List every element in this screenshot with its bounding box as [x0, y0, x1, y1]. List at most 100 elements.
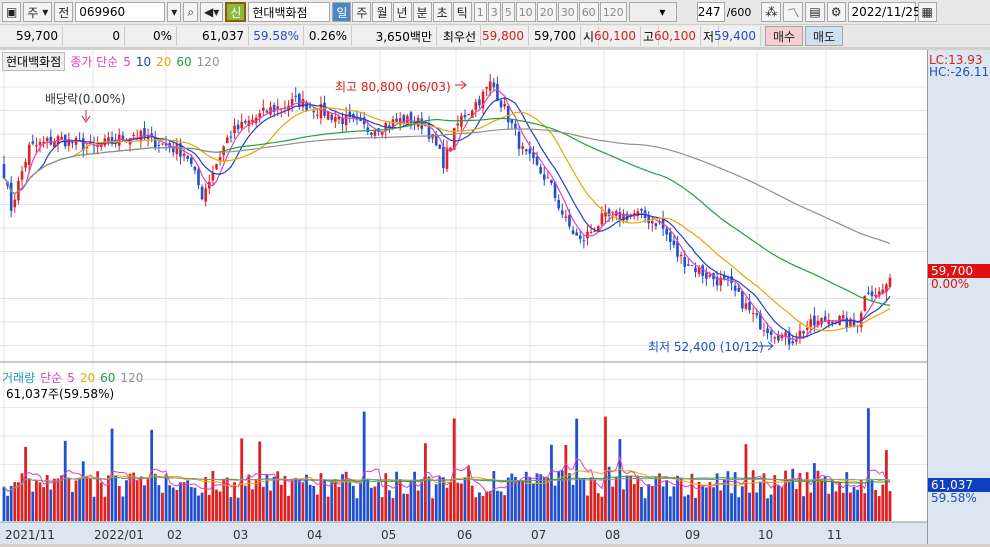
volume-bar — [791, 468, 795, 521]
candle — [748, 301, 751, 311]
candle — [488, 81, 492, 91]
tab-interval-1[interactable]: 1 — [473, 2, 487, 22]
candle — [777, 334, 780, 341]
dropdown-icon[interactable]: ▾ — [167, 2, 182, 22]
turnover: 0.26% — [304, 26, 352, 46]
x-axis-bg — [0, 522, 990, 544]
candle — [813, 315, 816, 326]
tab-interval-120[interactable]: 120 — [599, 2, 627, 22]
volume-bar — [874, 489, 877, 521]
candle — [308, 106, 312, 108]
tab-interval-20[interactable]: 20 — [536, 2, 557, 22]
count-input[interactable]: 247 — [696, 2, 725, 22]
volume-bar — [247, 474, 251, 521]
candle — [870, 291, 874, 297]
sell-button[interactable]: 매도 — [805, 26, 843, 46]
candle — [762, 330, 766, 332]
volume-bar — [622, 489, 625, 521]
volume-bar — [294, 477, 298, 521]
volume-bar — [596, 493, 600, 521]
prev-button[interactable]: 전 — [54, 2, 74, 22]
candle — [492, 82, 496, 88]
candle — [773, 337, 777, 339]
save-icon[interactable]: ▤ — [805, 2, 825, 22]
candle — [867, 292, 870, 294]
candle — [611, 212, 614, 214]
candle — [161, 143, 164, 145]
volume-bar — [553, 485, 557, 521]
tab-period-틱[interactable]: 틱 — [452, 2, 472, 22]
change: 0 — [63, 26, 125, 46]
candle — [323, 102, 326, 116]
price-title[interactable]: 현대백화점 — [2, 52, 66, 71]
candle — [665, 228, 668, 235]
tab-interval-3[interactable]: 3 — [487, 2, 501, 22]
x-axis-label: 10 — [758, 528, 773, 542]
add-indicator-icon[interactable]: ⁂ — [761, 2, 782, 22]
candle — [442, 146, 445, 169]
vma5-label: 5 — [67, 370, 75, 385]
candle — [741, 290, 744, 309]
add-line-icon[interactable]: 〽 — [783, 2, 804, 22]
volume-bar — [434, 484, 438, 521]
tab-period-년[interactable]: 년 — [392, 2, 412, 22]
candle — [226, 137, 229, 144]
tab-period-초[interactable]: 초 — [432, 2, 452, 22]
volume-bar — [812, 463, 816, 521]
calendar-icon[interactable]: ▦ — [917, 2, 937, 22]
volume-bar — [38, 482, 42, 521]
candle — [24, 161, 27, 168]
volume-bar — [186, 480, 190, 521]
ma5-line — [3, 89, 891, 340]
candle — [445, 147, 449, 169]
gear-icon[interactable]: ⚙ — [826, 2, 846, 22]
date-input[interactable]: 2022/11/25 — [847, 2, 921, 22]
layout-icon[interactable]: ▣ — [2, 2, 22, 22]
tab-interval-30[interactable]: 30 — [557, 2, 578, 22]
volume-bar — [611, 486, 615, 521]
last-volume-pct: 59.58% — [931, 491, 977, 505]
code-input[interactable]: 069960 — [75, 2, 166, 22]
candle — [117, 134, 121, 146]
tab-period-주[interactable]: 주 — [352, 2, 372, 22]
volume-bar — [17, 482, 20, 521]
candle — [132, 134, 135, 136]
last-price-tag: 59,700 — [928, 264, 990, 278]
volume-bar — [153, 473, 157, 521]
volume-bar — [478, 492, 481, 521]
candle — [827, 320, 831, 325]
tab-period-분[interactable]: 분 — [412, 2, 432, 22]
interval-select[interactable]: ▾ — [628, 2, 677, 22]
new-badge[interactable]: 신 — [225, 2, 247, 22]
buy-button[interactable]: 매수 — [765, 26, 803, 46]
chart-area[interactable]: 80,00077,50075,00072,50070,00067,50065,0… — [0, 50, 990, 544]
tab-interval-5[interactable]: 5 — [501, 2, 515, 22]
volume-bar — [766, 498, 769, 521]
candle — [424, 124, 427, 127]
tab-interval-10[interactable]: 10 — [515, 2, 536, 22]
volume-bar — [49, 489, 53, 521]
candle — [636, 211, 640, 217]
candle — [362, 117, 366, 125]
volume-bar — [189, 487, 193, 521]
volume-bar — [632, 484, 636, 521]
candle — [687, 264, 690, 266]
volume-bar — [578, 478, 582, 521]
candle — [874, 294, 877, 297]
speaker-icon[interactable]: ◀▾ — [200, 2, 224, 22]
tab-period-일[interactable]: 일 — [332, 2, 352, 22]
volume-bar — [9, 485, 13, 521]
volume-bar — [607, 466, 611, 521]
volume-bar — [283, 475, 287, 521]
volume-bar — [701, 485, 705, 521]
volume-bar — [207, 494, 211, 521]
volume: 61,037 — [177, 26, 249, 46]
market-select[interactable]: 주 ▾ — [23, 2, 53, 22]
hc-readout: HC:-26.11 — [929, 65, 990, 79]
volume-bar — [816, 470, 820, 521]
tab-period-월[interactable]: 월 — [372, 2, 392, 22]
tab-interval-60[interactable]: 60 — [578, 2, 599, 22]
search-icon[interactable]: ⌕ — [183, 2, 199, 22]
ma-label: 종가 단순 — [70, 55, 119, 69]
candle — [669, 232, 672, 242]
